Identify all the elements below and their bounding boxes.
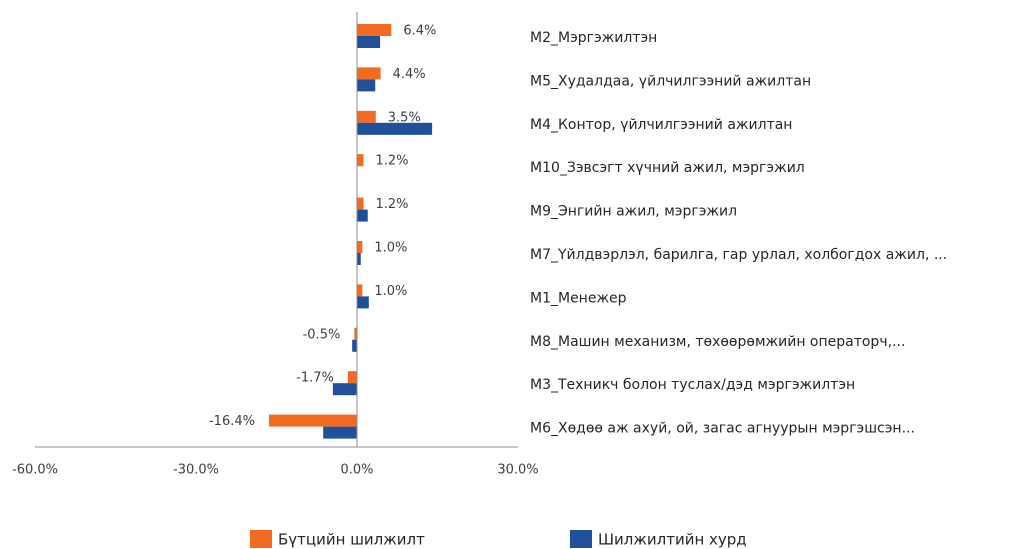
category-label: M7_Үйлдвэрлэл, барилга, гар урлал, холбо…: [530, 247, 947, 263]
legend-swatch: [250, 530, 272, 548]
bar: [323, 426, 357, 439]
category-label: M8_Машин механизм, төхөөрөмжийн оператор…: [530, 334, 905, 350]
data-label: -0.5%: [303, 327, 341, 342]
data-label: 1.2%: [375, 197, 408, 212]
bar: [332, 383, 357, 396]
x-tick-label: 0.0%: [340, 463, 373, 478]
category-label: M4_Контор, үйлчилгээний ажилтан: [530, 117, 792, 133]
category-label: M3_Техникч болон туслах/дэд мэргэжилтэн: [530, 377, 855, 393]
bar: [347, 371, 357, 384]
data-label: 1.0%: [374, 284, 407, 299]
data-label: 6.4%: [403, 24, 436, 39]
data-label: -16.4%: [209, 414, 255, 429]
bar: [357, 284, 363, 297]
bar: [357, 241, 363, 253]
legend-label: Шилжилтийн хурд: [598, 531, 747, 549]
bar: [357, 296, 369, 309]
bar: [357, 79, 376, 92]
bar: [357, 67, 381, 80]
bar: [357, 197, 364, 210]
bar: [268, 414, 357, 427]
bar: [352, 339, 357, 352]
bar: [357, 209, 368, 222]
data-label: -1.7%: [296, 371, 334, 386]
x-tick-label: 30.0%: [497, 463, 538, 478]
bar: [357, 36, 381, 48]
bar: [357, 154, 364, 167]
bar: [357, 24, 392, 36]
x-tick-label: -30.0%: [173, 463, 219, 478]
category-label: M6_Хөдөө аж ахуй, ой, загас агнуурын мэр…: [530, 421, 915, 437]
category-label: M1_Менежер: [530, 290, 627, 306]
x-tick-label: -60.0%: [12, 463, 58, 478]
legend-label: Бүтцийн шилжилт: [278, 531, 425, 549]
legend-swatch: [570, 530, 592, 548]
data-label: 3.5%: [388, 110, 421, 125]
bar: [357, 253, 361, 265]
category-label: M5_Худалдаа, үйлчилгээний ажилтан: [530, 73, 811, 89]
category-label: M9_Энгийн ажил, мэргэжил: [530, 204, 737, 220]
bar: [357, 110, 376, 123]
bar: [354, 327, 357, 340]
data-label: 4.4%: [393, 67, 426, 82]
bar: [357, 122, 433, 135]
data-label: 1.2%: [375, 154, 408, 169]
category-label: M10_Зэвсэгт хүчний ажил, мэргэжил: [530, 160, 805, 176]
data-label: 1.0%: [374, 241, 407, 256]
category-label: M2_Мэргэжилтэн: [530, 30, 657, 46]
